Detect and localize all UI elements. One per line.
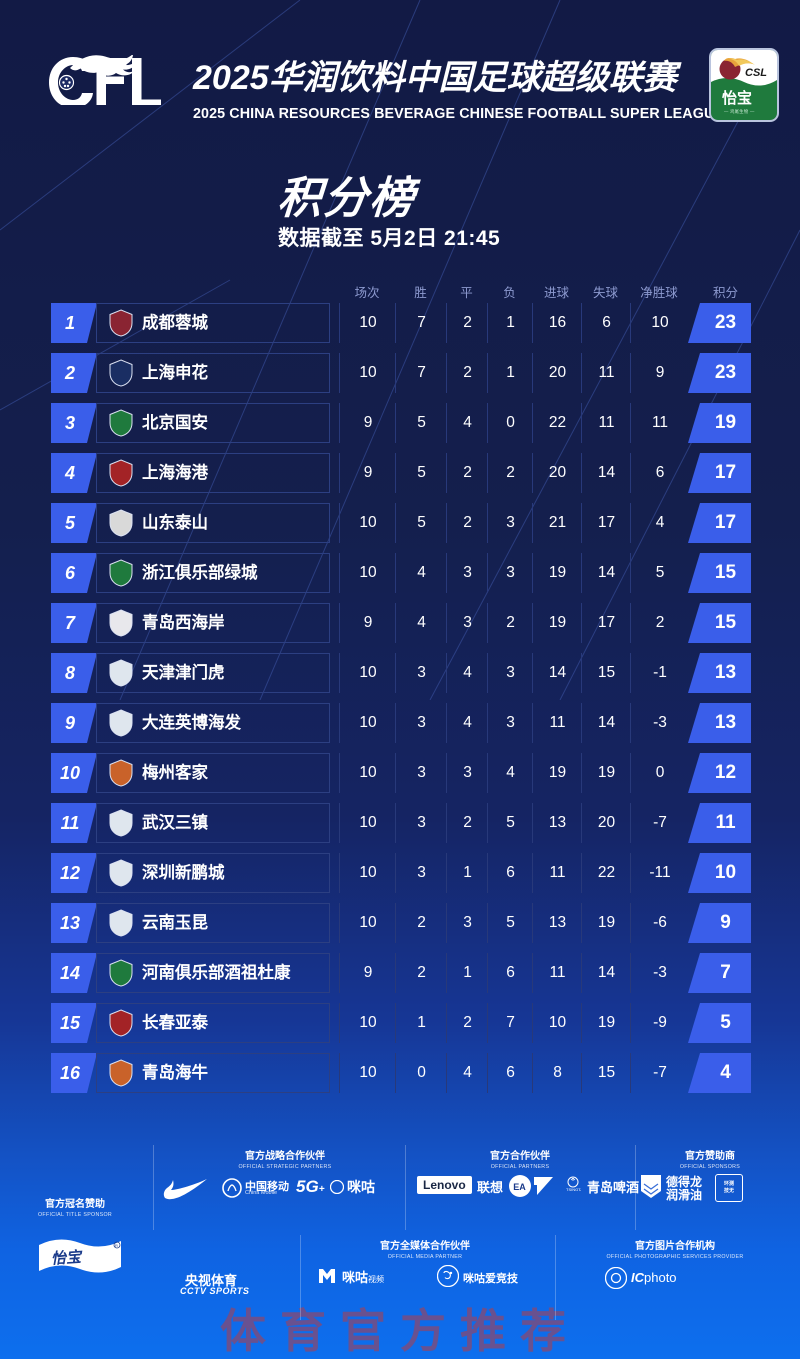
svg-text:怡宝: 怡宝: [50, 1248, 83, 1268]
svg-text:EA: EA: [513, 1182, 526, 1192]
svg-text:TSINGTAO: TSINGTAO: [566, 1187, 581, 1192]
svg-text:CSL: CSL: [745, 67, 767, 79]
svg-text:— 鸡尾生物 —: — 鸡尾生物 —: [724, 108, 755, 115]
svg-text:怡宝: 怡宝: [722, 89, 752, 107]
svg-text:R: R: [115, 1243, 118, 1248]
